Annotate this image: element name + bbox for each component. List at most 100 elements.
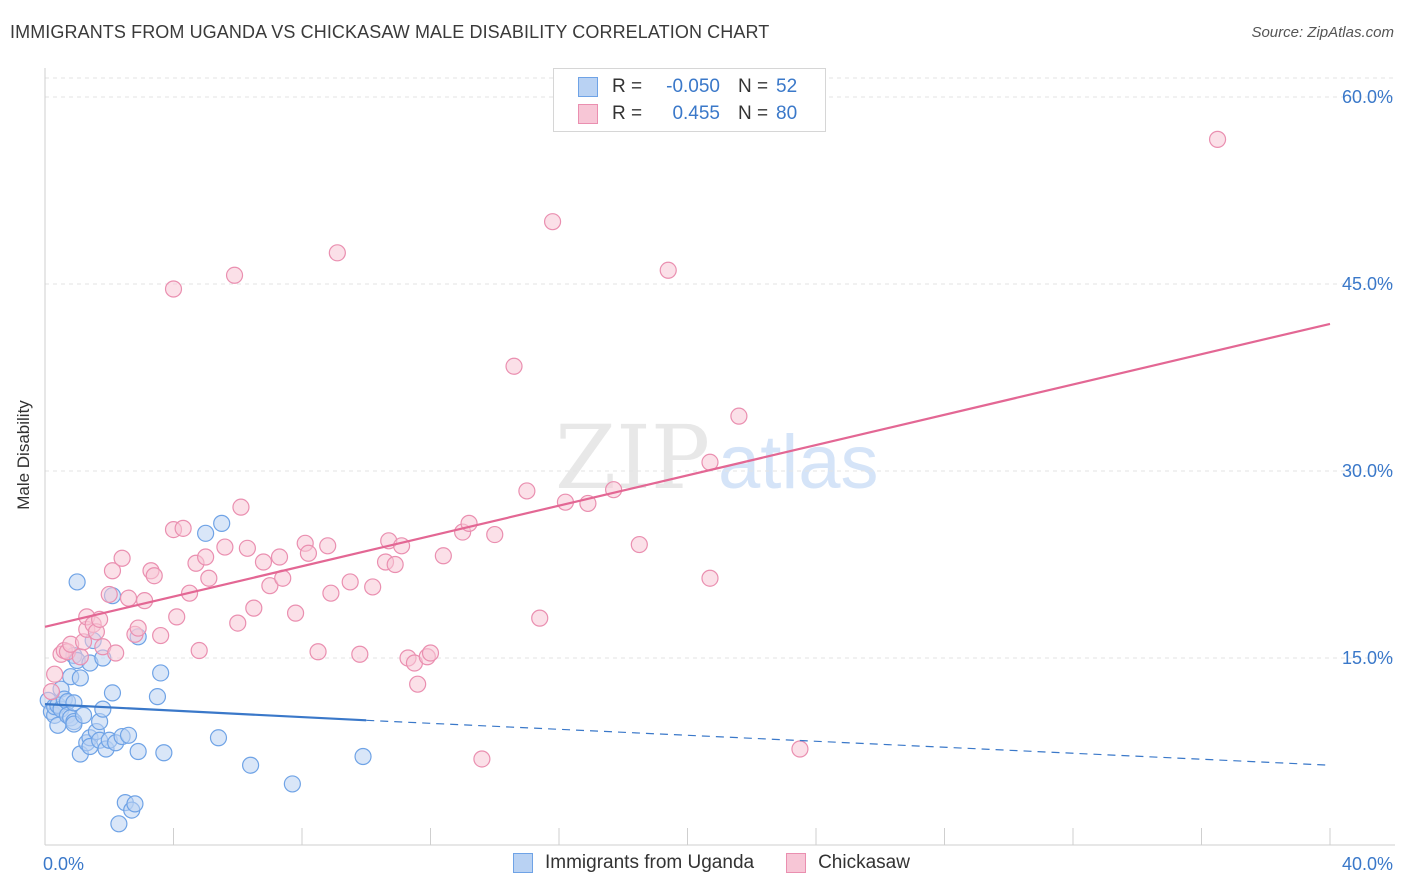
data-point <box>164 280 183 298</box>
data-point <box>232 498 250 516</box>
data-point <box>200 569 218 587</box>
series-swatch-chickasaw <box>786 853 807 873</box>
data-point <box>152 626 170 645</box>
data-point <box>421 644 440 662</box>
y-axis-label: Male Disability <box>14 400 33 510</box>
data-point <box>309 643 327 661</box>
data-point <box>409 675 427 693</box>
data-point <box>319 537 337 555</box>
data-point <box>1208 130 1227 148</box>
data-point <box>434 547 452 565</box>
source-label: Source: ZipAtlas.com <box>1251 24 1394 41</box>
trend-line-chickasaw <box>44 322 1331 628</box>
legend-r-label: R = <box>612 103 643 124</box>
data-point <box>155 744 173 762</box>
data-point <box>354 747 372 766</box>
data-point <box>126 795 144 813</box>
y-tick-label: 15.0% <box>1342 648 1393 668</box>
data-point <box>174 519 192 537</box>
data-point <box>110 815 128 833</box>
data-point <box>392 537 411 555</box>
data-point <box>328 244 346 262</box>
y-tick-label: 60.0% <box>1342 87 1393 107</box>
data-point <box>71 648 89 666</box>
series-legend-chickasaw: Chickasaw <box>786 852 910 874</box>
data-point <box>113 549 131 567</box>
data-point <box>225 266 244 284</box>
series-label-chickasaw: Chickasaw <box>818 852 910 873</box>
data-point <box>148 688 167 706</box>
data-point <box>190 641 208 660</box>
data-point <box>505 357 523 375</box>
data-point <box>94 700 112 718</box>
data-point <box>68 573 86 591</box>
data-point <box>100 585 118 604</box>
data-point <box>145 567 163 585</box>
data-point <box>129 619 147 637</box>
data-point <box>270 548 289 566</box>
data-point <box>364 578 382 596</box>
data-point <box>46 665 64 683</box>
data-point <box>286 604 305 622</box>
data-point <box>152 664 170 682</box>
data-point <box>213 514 231 532</box>
data-point <box>791 740 809 758</box>
series-legend-uganda: Immigrants from Uganda <box>513 852 754 874</box>
data-point <box>107 644 125 662</box>
watermark-zip: ZIP <box>555 406 710 509</box>
data-point <box>129 742 147 761</box>
data-point <box>119 589 138 607</box>
trend-line-uganda <box>44 703 367 722</box>
y-tick-label: 30.0% <box>1342 461 1393 481</box>
legend-n-label: N = <box>738 76 769 97</box>
series-uganda-points <box>39 514 372 833</box>
data-point <box>659 261 677 279</box>
data-point <box>119 726 138 744</box>
trend-line-uganda-extension <box>366 719 1331 766</box>
data-point <box>135 592 154 610</box>
data-point <box>299 544 318 562</box>
data-point <box>341 573 359 591</box>
data-point <box>283 775 301 793</box>
series-chickasaw-points <box>42 130 1227 768</box>
data-point <box>103 684 122 702</box>
x-tick-label-min: 0.0% <box>43 854 84 874</box>
data-point <box>254 553 273 571</box>
legend-r-label: R = <box>612 76 643 97</box>
legend-swatch-chickasaw <box>578 104 598 124</box>
data-point <box>242 756 260 774</box>
legend-row-uganda: R = -0.050 N = 52 <box>578 74 797 100</box>
data-point <box>543 213 562 231</box>
legend-n-value: 80 <box>776 103 798 124</box>
legend-n-label: N = <box>738 103 769 124</box>
data-point <box>351 645 369 663</box>
data-point <box>245 599 263 617</box>
data-point <box>473 750 491 768</box>
data-point <box>229 614 247 632</box>
data-point <box>518 482 536 500</box>
legend-n-value: 52 <box>776 76 798 97</box>
data-point <box>386 555 404 574</box>
data-point <box>531 609 549 627</box>
x-tick-label-max: 40.0% <box>1342 854 1393 874</box>
y-tick-label: 45.0% <box>1342 274 1393 294</box>
chart-title: IMMIGRANTS FROM UGANDA VS CHICKASAW MALE… <box>10 22 770 42</box>
data-point <box>42 683 61 701</box>
data-point <box>168 608 186 626</box>
legend-r-value: -0.050 <box>666 76 720 97</box>
data-point <box>103 562 122 580</box>
data-point <box>238 539 256 557</box>
data-point <box>197 524 215 542</box>
series-legend: Immigrants from Uganda Chickasaw <box>513 852 942 874</box>
series-label-uganda: Immigrants from Uganda <box>545 852 755 873</box>
data-point <box>216 538 234 556</box>
data-point <box>261 577 279 595</box>
data-point <box>74 706 93 724</box>
data-point <box>630 535 648 554</box>
legend-r-value: 0.455 <box>672 103 720 124</box>
data-point <box>605 481 623 499</box>
data-point <box>197 548 215 566</box>
data-point <box>701 569 719 587</box>
data-point <box>209 729 228 747</box>
